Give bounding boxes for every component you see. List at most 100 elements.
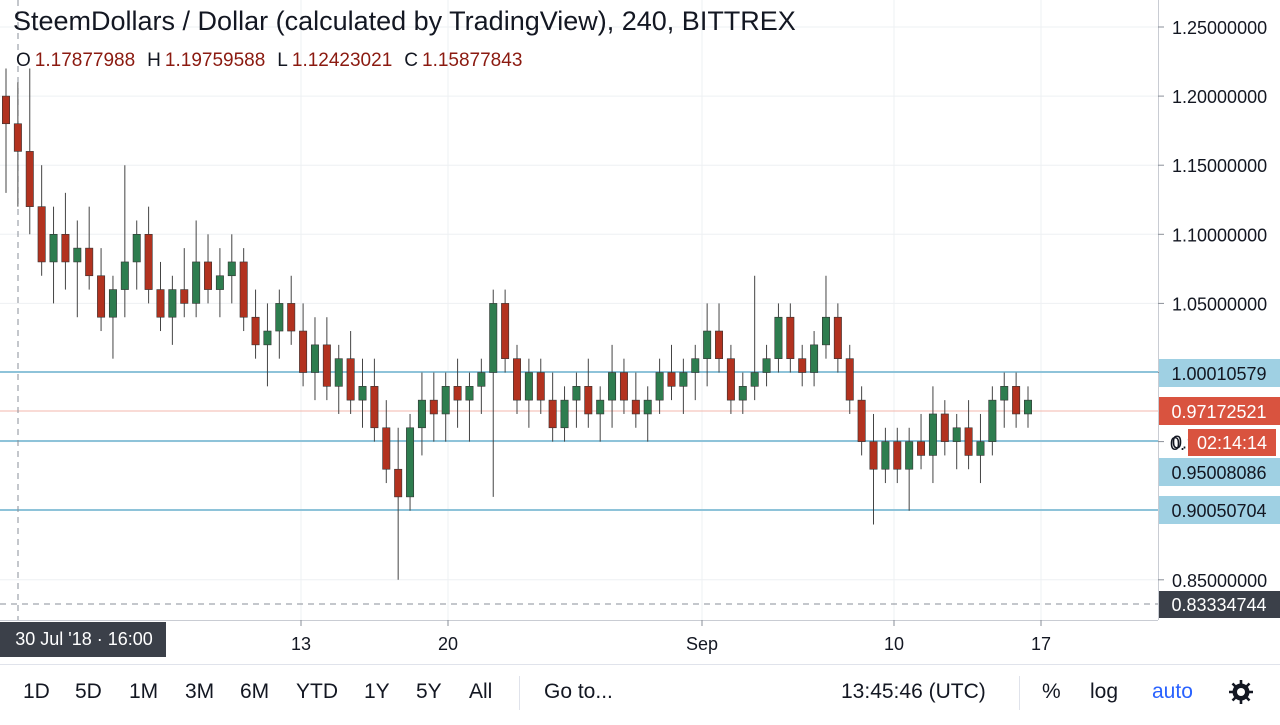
- candle: [168, 275, 177, 345]
- candle: [37, 165, 46, 276]
- candle-body-up: [192, 261, 201, 304]
- candle-body-up: [215, 275, 224, 290]
- candle: [952, 413, 961, 470]
- candle-body-down: [845, 358, 854, 401]
- candle-body-down: [667, 372, 676, 387]
- candle: [679, 358, 688, 414]
- log-toggle[interactable]: log: [1090, 680, 1119, 703]
- candle-body-up: [227, 261, 236, 277]
- candle-body-up: [608, 372, 617, 401]
- range-1y-button[interactable]: 1Y: [364, 680, 390, 703]
- candle: [120, 165, 129, 318]
- candle-body-down: [857, 399, 866, 442]
- range-ytd-button[interactable]: YTD: [296, 680, 338, 703]
- svg-text:0.83334744: 0.83334744: [1171, 595, 1266, 615]
- candle: [596, 386, 605, 442]
- candle: [275, 289, 284, 359]
- candle-body-down: [287, 303, 296, 332]
- svg-text:02:14:14: 02:14:14: [1197, 433, 1267, 453]
- candle: [501, 289, 510, 373]
- candle: [394, 427, 403, 580]
- candle: [85, 206, 94, 290]
- candle-body-down: [370, 386, 379, 429]
- range-5y-button[interactable]: 5Y: [416, 680, 442, 703]
- candle: [821, 275, 830, 359]
- candle-body-down: [584, 386, 593, 415]
- candle-body-up: [73, 247, 82, 263]
- candle: [940, 400, 949, 456]
- candle: [572, 372, 581, 428]
- candle-body-down: [798, 358, 807, 373]
- candle-body-down: [964, 427, 973, 456]
- candle: [1000, 372, 1009, 428]
- candle-body-up: [275, 303, 284, 332]
- open-label: O: [16, 50, 31, 71]
- candle: [750, 275, 759, 401]
- svg-text:0.97172521: 0.97172521: [1171, 402, 1266, 422]
- candle-body-down: [394, 468, 403, 498]
- candle: [108, 275, 117, 359]
- candle-body-up: [596, 399, 605, 415]
- toolbar-separator: [519, 676, 520, 710]
- candle: [2, 68, 10, 193]
- auto-toggle[interactable]: auto: [1152, 680, 1193, 703]
- close-label: C: [404, 50, 418, 71]
- open-value: 1.17877988: [34, 50, 136, 71]
- price-tick-label: 1.25000000: [1172, 18, 1267, 38]
- candle: [489, 289, 498, 497]
- candle-body-down: [144, 234, 153, 290]
- utc-clock[interactable]: 13:45:46 (UTC): [841, 680, 986, 703]
- time-tick-label: 20: [438, 634, 458, 654]
- candle: [560, 386, 569, 442]
- candle: [370, 358, 379, 442]
- candle: [988, 386, 997, 456]
- candle-body-up: [655, 372, 664, 401]
- candle-body-up: [928, 413, 937, 456]
- candle-body-up: [762, 358, 771, 373]
- candle-body-up: [489, 303, 498, 373]
- range-6m-button[interactable]: 6M: [240, 680, 270, 703]
- candle-body-up: [679, 372, 688, 387]
- range-3m-button[interactable]: 3M: [185, 680, 215, 703]
- gear-icon[interactable]: [1227, 678, 1255, 706]
- candle: [762, 344, 771, 387]
- candle: [857, 386, 866, 456]
- svg-text:0.95008086: 0.95008086: [1171, 463, 1266, 483]
- plot-background: [0, 0, 1158, 620]
- candle-body-up: [465, 386, 474, 401]
- range-1m-button[interactable]: 1M: [129, 680, 159, 703]
- candle: [49, 206, 58, 304]
- candle: [786, 303, 795, 373]
- goto-button[interactable]: Go to...: [544, 680, 613, 703]
- time-tick-label: Sep: [686, 634, 718, 654]
- candle: [536, 358, 545, 414]
- range-1d-button[interactable]: 1D: [23, 680, 50, 703]
- candle-body-up: [477, 372, 486, 387]
- candle: [429, 372, 438, 442]
- candle-body-up: [703, 330, 712, 359]
- candle-body-down: [85, 247, 94, 277]
- range-all-button[interactable]: All: [469, 680, 493, 703]
- candle-body-down: [156, 289, 165, 318]
- candle-body-down: [917, 441, 926, 456]
- candle: [643, 386, 652, 442]
- candle-body-up: [810, 344, 819, 373]
- range-5d-button[interactable]: 5D: [75, 680, 102, 703]
- candle: [192, 220, 201, 318]
- close-value: 1.15877843: [422, 50, 523, 71]
- candle-body-up: [120, 261, 129, 290]
- candle-body-down: [786, 316, 795, 359]
- candle: [453, 358, 462, 428]
- candle-body-up: [49, 234, 58, 263]
- candle-body-up: [821, 316, 830, 346]
- percent-toggle[interactable]: %: [1042, 680, 1061, 703]
- candle: [524, 358, 533, 428]
- price-tick-label: 1.05000000: [1172, 294, 1267, 314]
- candle-body-up: [263, 330, 272, 346]
- candle-body-up: [572, 386, 581, 401]
- candle: [132, 220, 141, 290]
- candle: [798, 344, 807, 387]
- candle-body-down: [429, 399, 438, 415]
